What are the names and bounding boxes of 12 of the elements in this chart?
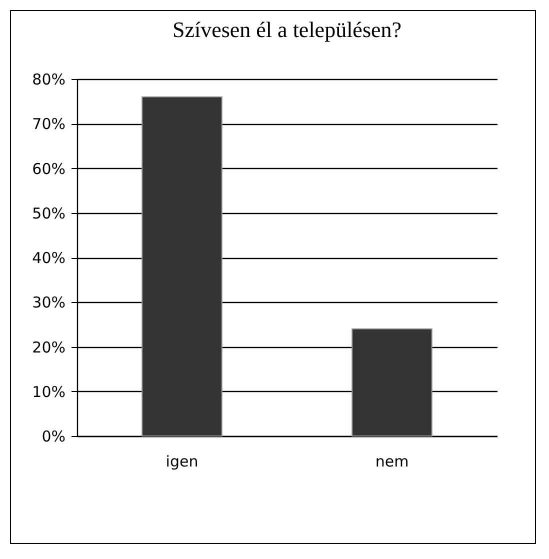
x-tick-label: igen bbox=[166, 452, 198, 470]
y-tick-label: 0% bbox=[42, 428, 66, 446]
y-tick-label: 20% bbox=[32, 338, 66, 356]
y-tick-label: 40% bbox=[32, 249, 66, 267]
x-tick-label: nem bbox=[375, 452, 409, 470]
y-tick-label: 70% bbox=[32, 115, 66, 134]
chart-title: Szívesen él a településen? bbox=[172, 17, 402, 42]
y-tick-label: 10% bbox=[32, 382, 66, 401]
y-tick-label: 50% bbox=[32, 204, 66, 222]
y-tick-label: 30% bbox=[32, 294, 66, 312]
y-tick-label: 60% bbox=[32, 160, 66, 178]
y-tick-label: 80% bbox=[32, 70, 66, 88]
